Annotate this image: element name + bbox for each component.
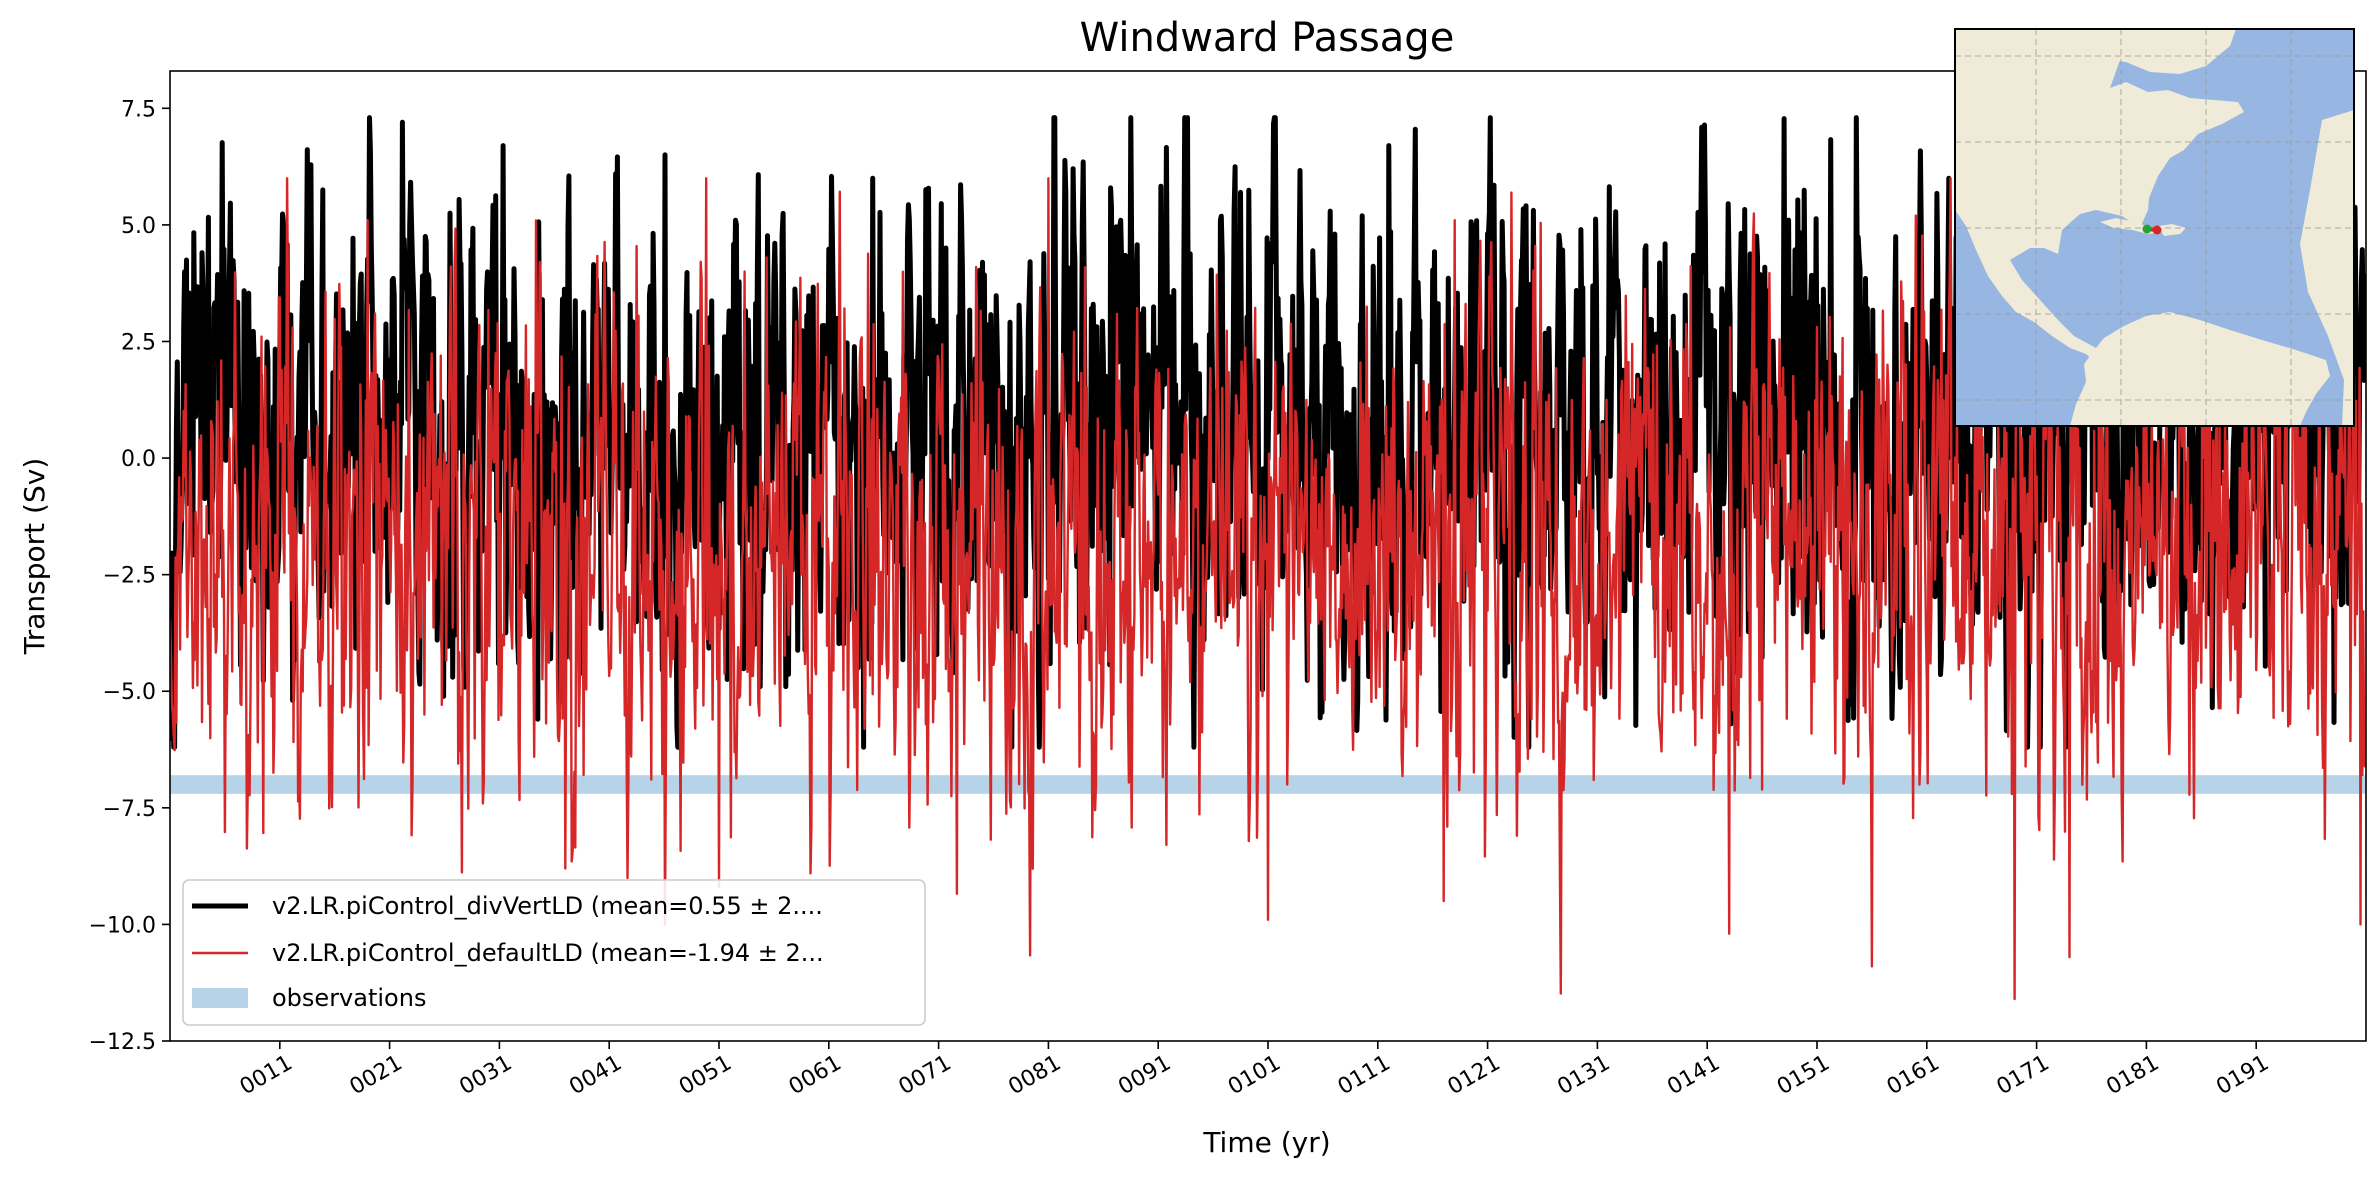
x-tick-label: 0191 xyxy=(2212,1051,2273,1101)
x-axis-ticks: 0011 0021 0031 0041 0051 0061 0071 0081 0091 0101… xyxy=(236,1041,2273,1100)
chart-title: Windward Passage xyxy=(1080,15,1455,61)
x-tick-label: 0161 xyxy=(1883,1051,1944,1101)
x-tick-label: 0061 xyxy=(785,1051,846,1101)
x-tick-label: 0081 xyxy=(1004,1051,1065,1101)
y-tick-label: 2.5 xyxy=(121,330,156,355)
inset-map xyxy=(1954,28,2355,427)
x-tick-label: 0111 xyxy=(1334,1051,1395,1101)
legend-label-divVertLD: v2.LR.piControl_divVertLD (mean=0.55 ± 2… xyxy=(272,892,823,920)
y-tick-label: −12.5 xyxy=(89,1030,156,1055)
legend-label-defaultLD: v2.LR.piControl_defaultLD (mean=-1.94 ± … xyxy=(272,939,824,967)
x-tick-label: 0181 xyxy=(2102,1051,2163,1101)
series-defaultLD-line xyxy=(170,177,2366,1001)
y-tick-label: 5.0 xyxy=(121,214,156,239)
x-axis-label: Time (yr) xyxy=(1202,1126,1330,1159)
legend-box xyxy=(182,879,926,1026)
x-tick-label: 0141 xyxy=(1663,1051,1724,1101)
inset-africa xyxy=(2300,110,2354,426)
plot-frame xyxy=(169,70,2367,1042)
legend-swatch-observations xyxy=(192,988,248,1008)
inset-frame xyxy=(1954,28,2355,427)
x-tick-label: 0071 xyxy=(895,1051,956,1101)
inset-north-america xyxy=(1955,29,2244,364)
y-tick-label: −10.0 xyxy=(89,913,156,938)
x-tick-label: 0131 xyxy=(1553,1051,1614,1101)
y-axis-ticks: 7.5 5.0 2.5 0.0 −2.5 −5.0 −7.5 −10.0 −12.5 xyxy=(89,97,170,1055)
x-tick-label: 0171 xyxy=(1993,1051,2054,1101)
x-tick-label: 0021 xyxy=(346,1051,407,1101)
y-axis-label: Transport (Sv) xyxy=(18,458,51,655)
y-tick-label: −2.5 xyxy=(103,564,156,589)
x-tick-label: 0011 xyxy=(236,1051,297,1101)
y-tick-label: 0.0 xyxy=(121,447,156,472)
x-tick-label: 0041 xyxy=(565,1051,626,1101)
y-tick-label: −7.5 xyxy=(103,797,156,822)
y-tick-label: 7.5 xyxy=(121,97,156,122)
inset-south-america xyxy=(2070,312,2330,426)
inset-section-start-marker xyxy=(2142,224,2152,234)
x-tick-label: 0091 xyxy=(1114,1051,1175,1101)
x-tick-label: 0031 xyxy=(455,1051,516,1101)
x-tick-label: 0121 xyxy=(1444,1051,1505,1101)
inset-gridlines xyxy=(1955,29,2354,426)
y-tick-label: −5.0 xyxy=(103,680,156,705)
x-tick-label: 0151 xyxy=(1773,1051,1834,1101)
legend-label-observations: observations xyxy=(272,984,426,1012)
inset-section-end-marker xyxy=(2152,225,2162,235)
inset-greenland xyxy=(2060,29,2236,74)
x-tick-label: 0051 xyxy=(675,1051,736,1101)
x-tick-label: 0101 xyxy=(1224,1051,1285,1101)
legend: v2.LR.piControl_divVertLD (mean=0.55 ± 2… xyxy=(182,879,926,1026)
inset-hispaniola xyxy=(2158,224,2186,236)
